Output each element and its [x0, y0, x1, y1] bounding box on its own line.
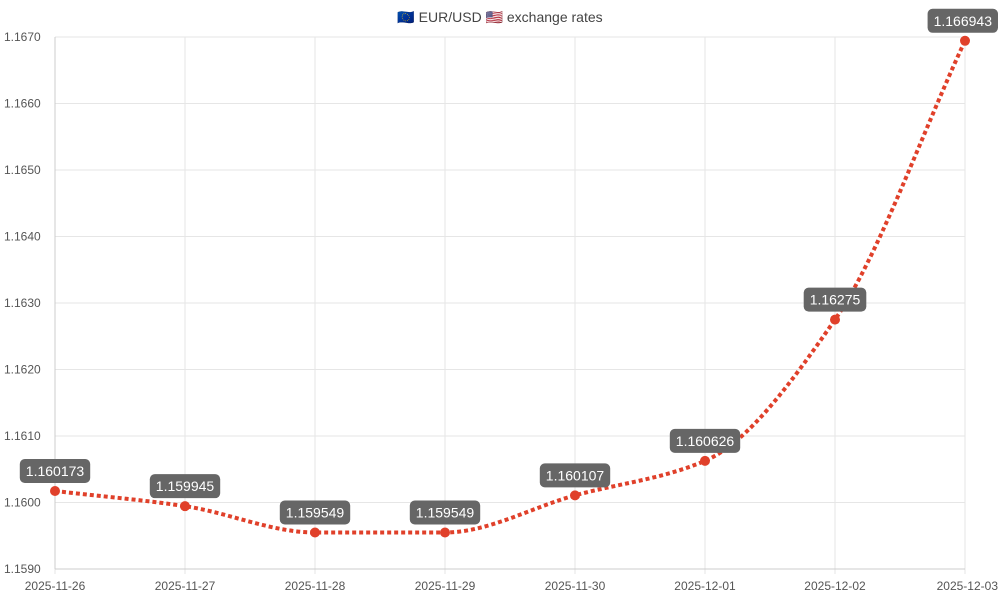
data-point — [440, 527, 450, 538]
y-tick-label: 1.1590 — [4, 562, 41, 576]
x-tick-label: 2025-11-28 — [285, 579, 346, 593]
data-point — [310, 527, 320, 538]
x-tick-label: 2025-11-26 — [25, 579, 86, 593]
data-label: 1.160173 — [19, 458, 91, 483]
data-point — [570, 490, 580, 501]
svg-text:1.159945: 1.159945 — [156, 478, 215, 494]
svg-text:1.160173: 1.160173 — [26, 463, 85, 479]
x-tick-label: 2025-12-01 — [674, 579, 736, 593]
y-tick-label: 1.1670 — [4, 30, 41, 44]
data-label-box — [149, 474, 221, 499]
data-point — [50, 485, 60, 496]
data-label-box — [927, 8, 998, 33]
y-axis: 1.1590 1.1600 1.1610 1.1620 1.1630 1.1640 1.16… — [4, 30, 56, 576]
x-tick-label: 2025-11-29 — [415, 579, 476, 593]
data-point — [180, 501, 190, 512]
data-label: 1.160626 — [669, 428, 741, 453]
data-point — [700, 455, 710, 466]
data-label: 1.166943 — [927, 8, 998, 33]
svg-text:1.160626: 1.160626 — [676, 433, 735, 449]
data-point — [830, 314, 840, 325]
svg-text:1.166943: 1.166943 — [934, 13, 993, 29]
svg-text:1.159549: 1.159549 — [416, 504, 475, 520]
y-tick-label: 1.1610 — [4, 429, 41, 443]
data-label-box — [19, 458, 91, 483]
svg-text:1.16275: 1.16275 — [810, 292, 861, 308]
data-label: 1.160107 — [539, 463, 611, 488]
y-tick-label: 1.1620 — [4, 363, 41, 377]
data-label-box — [803, 287, 867, 312]
data-points — [50, 35, 970, 538]
data-label: 1.16275 — [803, 287, 867, 312]
x-tick-label: 2025-11-30 — [545, 579, 606, 593]
svg-text:1.160107: 1.160107 — [546, 467, 605, 483]
data-labels: 1.160173 1.159945 1.159549 1.159549 1.160107… — [19, 8, 998, 525]
data-label-box — [669, 428, 741, 453]
data-label-box — [409, 500, 481, 525]
y-tick-label: 1.1600 — [4, 496, 41, 510]
chart-title: 🇪🇺 EUR/USD 🇺🇸 exchange rates — [397, 9, 602, 25]
y-tick-label: 1.1640 — [4, 230, 41, 244]
y-tick-label: 1.1650 — [4, 163, 41, 177]
series-line — [54, 39, 967, 535]
x-axis: 2025-11-26 2025-11-27 2025-11-28 2025-11-29… — [25, 568, 999, 593]
svg-text:1.159549: 1.159549 — [286, 504, 345, 520]
data-point — [960, 35, 970, 46]
y-tick-label: 1.1630 — [4, 296, 41, 310]
data-label-box — [539, 463, 611, 488]
data-label: 1.159945 — [149, 474, 221, 499]
data-label: 1.159549 — [409, 500, 481, 525]
data-label: 1.159549 — [279, 500, 351, 525]
series-line-path — [54, 39, 967, 535]
y-tick-label: 1.1660 — [4, 97, 41, 111]
data-label-box — [279, 500, 351, 525]
x-tick-label: 2025-11-27 — [155, 579, 216, 593]
x-tick-label: 2025-12-03 — [937, 579, 999, 593]
x-tick-label: 2025-12-02 — [804, 579, 866, 593]
